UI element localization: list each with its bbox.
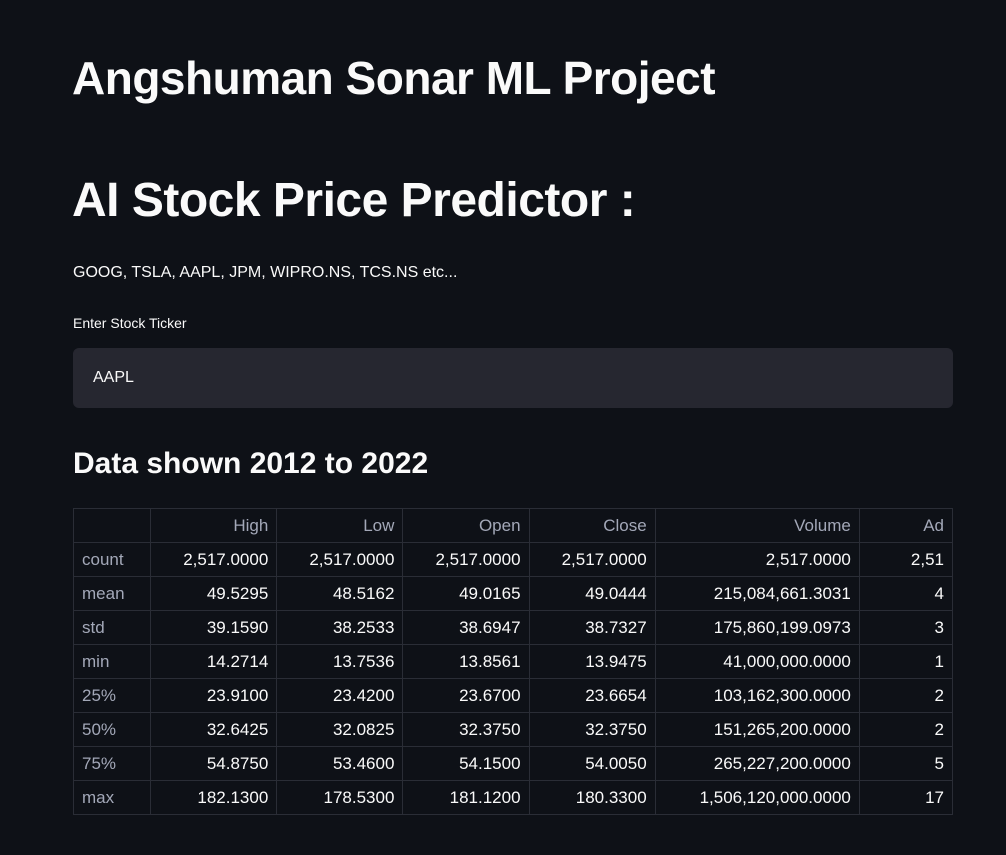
column-header-adj[interactable]: Ad (858, 508, 953, 543)
row-index-label: std (73, 610, 152, 645)
table-cell: 2 (858, 712, 953, 747)
table-cell: 39.1590 (150, 610, 278, 645)
table-cell: 38.2533 (276, 610, 404, 645)
row-index-label: 50% (73, 712, 152, 747)
table-cell: 32.6425 (150, 712, 278, 747)
table-cell: 38.6947 (402, 610, 530, 645)
column-header-index[interactable] (73, 508, 152, 543)
table-row: mean 49.5295 48.5162 49.0165 49.0444 215,084,… (73, 576, 953, 611)
row-index-label: min (73, 644, 152, 679)
row-index-label: mean (73, 576, 152, 611)
table-cell: 32.3750 (402, 712, 530, 747)
column-header-high[interactable]: High (150, 508, 278, 543)
table-cell: 13.9475 (528, 644, 656, 679)
table-cell: 5 (858, 746, 953, 781)
data-section-title: Data shown 2012 to 2022 (73, 447, 429, 480)
table-cell: 265,227,200.0000 (654, 746, 860, 781)
table-cell: 13.7536 (276, 644, 404, 679)
table-cell: 175,860,199.0973 (654, 610, 860, 645)
table-row: 25% 23.9100 23.4200 23.6700 23.6654 103,162,3… (73, 678, 953, 713)
column-header-low[interactable]: Low (276, 508, 404, 543)
ticker-input-label: Enter Stock Ticker (73, 315, 187, 331)
table-cell: 23.6654 (528, 678, 656, 713)
table-row: std 39.1590 38.2533 38.6947 38.7327 175,860,1… (73, 610, 953, 645)
table-row: max 182.1300 178.5300 181.1200 180.3300 1,506… (73, 780, 953, 815)
table-cell: 180.3300 (528, 780, 656, 815)
table-cell: 2,517.0000 (654, 542, 860, 577)
ticker-examples: GOOG, TSLA, AAPL, JPM, WIPRO.NS, TCS.NS … (73, 264, 458, 281)
column-header-volume[interactable]: Volume (654, 508, 860, 543)
table-cell: 23.4200 (276, 678, 404, 713)
table-cell: 2,517.0000 (150, 542, 278, 577)
table-cell: 13.8561 (402, 644, 530, 679)
table-row: 75% 54.8750 53.4600 54.1500 54.0050 265,227,2… (73, 746, 953, 781)
table-cell: 3 (858, 610, 953, 645)
table-cell: 38.7327 (528, 610, 656, 645)
row-index-label: 25% (73, 678, 152, 713)
table-cell: 48.5162 (276, 576, 404, 611)
table-header-row: High Low Open Close Volume Ad (73, 508, 953, 543)
table-cell: 32.0825 (276, 712, 404, 747)
column-header-close[interactable]: Close (528, 508, 656, 543)
column-header-open[interactable]: Open (402, 508, 530, 543)
table-cell: 17 (858, 780, 953, 815)
table-row: count 2,517.0000 2,517.0000 2,517.0000 2,517… (73, 542, 953, 577)
table-cell: 32.3750 (528, 712, 656, 747)
table-cell: 49.0444 (528, 576, 656, 611)
table-body: count 2,517.0000 2,517.0000 2,517.0000 2,517… (73, 542, 953, 815)
table-cell: 54.1500 (402, 746, 530, 781)
table-cell: 23.9100 (150, 678, 278, 713)
table-cell: 41,000,000.0000 (654, 644, 860, 679)
table-cell: 54.8750 (150, 746, 278, 781)
table-cell: 23.6700 (402, 678, 530, 713)
page-title: Angshuman Sonar ML Project (72, 52, 716, 104)
table-cell: 49.0165 (402, 576, 530, 611)
table-cell: 181.1200 (402, 780, 530, 815)
table-row: min 14.2714 13.7536 13.8561 13.9475 41,000,00… (73, 644, 953, 679)
table-cell: 2,517.0000 (528, 542, 656, 577)
table-cell: 49.5295 (150, 576, 278, 611)
table-cell: 151,265,200.0000 (654, 712, 860, 747)
table-cell: 103,162,300.0000 (654, 678, 860, 713)
table-cell: 53.4600 (276, 746, 404, 781)
row-index-label: 75% (73, 746, 152, 781)
table-cell: 4 (858, 576, 953, 611)
table-cell: 14.2714 (150, 644, 278, 679)
table-row: 50% 32.6425 32.0825 32.3750 32.3750 151,265,2… (73, 712, 953, 747)
table-cell: 54.0050 (528, 746, 656, 781)
stats-table: High Low Open Close Volume Ad count 2,517… (73, 508, 953, 815)
table-cell: 182.1300 (150, 780, 278, 815)
table-cell: 215,084,661.3031 (654, 576, 860, 611)
app-heading: AI Stock Price Predictor : (72, 174, 636, 227)
table-cell: 2,51 (858, 542, 953, 577)
ticker-input[interactable] (73, 348, 953, 408)
table-cell: 2,517.0000 (276, 542, 404, 577)
table-cell: 178.5300 (276, 780, 404, 815)
table-cell: 1 (858, 644, 953, 679)
table-cell: 1,506,120,000.0000 (654, 780, 860, 815)
table-cell: 2 (858, 678, 953, 713)
row-index-label: count (73, 542, 152, 577)
stats-table-container[interactable]: High Low Open Close Volume Ad count 2,517… (73, 508, 953, 826)
table-cell: 2,517.0000 (402, 542, 530, 577)
row-index-label: max (73, 780, 152, 815)
